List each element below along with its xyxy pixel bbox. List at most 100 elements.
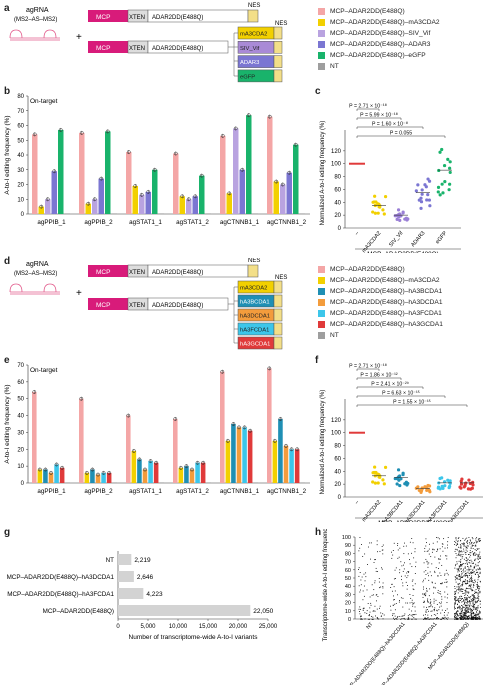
data-point [467,575,469,576]
data-point [468,611,470,613]
data-point [467,607,469,609]
data-point [467,539,469,541]
data-point [360,618,362,620]
data-point [369,596,371,598]
data-point [366,610,368,612]
data-point-cluster [422,537,449,620]
data-point [407,602,409,604]
data-point [403,617,405,619]
data-point [455,600,456,602]
bar [220,135,226,214]
bar [267,116,273,214]
legend-swatch [318,310,325,317]
data-point [475,550,477,552]
fusion-label: hA3BCDA1 [240,300,270,306]
data-point [479,601,481,602]
data-point [465,590,467,592]
data-point [455,553,457,554]
bar [111,213,117,214]
bar [226,193,232,214]
data-point [371,210,375,214]
y-axis-label: Normalized A-to-I editing frequency (%) [320,121,326,226]
bar [32,134,38,214]
data-point [476,585,478,587]
legend-swatch [318,266,325,273]
panel-label-h: h [315,527,322,538]
fusion-nes-block [273,69,283,83]
data-point [373,562,375,563]
data-point [460,588,462,590]
data-point [423,606,425,608]
data-point [458,551,460,553]
data-point [471,544,473,546]
bar [192,196,198,214]
data-point [444,573,446,575]
data-point-cluster [358,537,385,620]
data-point [461,613,462,615]
data-point [468,588,470,590]
data-point [427,598,429,600]
data-point [365,572,367,574]
agrna-sub: (MS2–AS–MS2) [14,17,57,23]
data-point [364,553,366,555]
data-point [438,559,440,560]
data-point [460,613,461,615]
legend-swatch [318,299,325,306]
data-point [436,617,437,619]
data-point [462,607,464,608]
data-point [461,572,463,574]
data-point [469,608,471,610]
data-point [471,615,473,617]
panel-label-b: b [4,86,11,97]
data-point [376,594,378,595]
x-tick-label: NT [365,621,375,631]
data-point [472,594,474,596]
data-point [458,605,460,607]
data-point [476,614,478,616]
data-point [444,581,446,583]
data-point [404,542,406,544]
data-point [457,599,459,601]
data-point [472,602,474,604]
legend-label: MCP–ADAR2DD(E488Q)–hA3FCDA1 [330,310,442,317]
bar [236,427,242,483]
data-point [454,613,455,615]
data-point [466,607,468,609]
legend-label: MCP–ADAR2DD(E488Q)–hA3BCDA1 [330,288,443,295]
data-point [463,616,465,618]
data-point [475,592,477,593]
data-point [467,602,468,604]
data-point [470,568,472,570]
data-point [448,182,452,186]
x-axis-label: MCP–ADAR2DD(E488Q) [367,251,438,253]
data-point [470,581,472,583]
data-point [443,538,445,540]
data-point [459,578,461,580]
data-point [433,587,435,589]
x-tick-label: 20,000 [229,624,248,630]
data-point [454,576,456,578]
data-point [440,484,444,488]
data-point [478,576,480,578]
data-point [466,597,468,599]
data-point [395,482,399,486]
data-point [467,615,469,617]
data-point [477,562,479,564]
data-point [478,558,479,560]
data-point [465,615,467,617]
data-point [475,614,477,616]
data-point [393,613,395,615]
bar [179,196,185,214]
data-point [473,567,475,569]
data-point [454,591,456,593]
data-point [424,617,426,619]
data-point [462,580,464,582]
data-point [472,553,474,555]
data-point [360,608,362,610]
data-point [380,612,382,614]
data-point [460,561,462,563]
data-point [413,589,415,591]
data-point [412,579,414,581]
data-point [461,590,463,592]
data-point [473,571,475,573]
